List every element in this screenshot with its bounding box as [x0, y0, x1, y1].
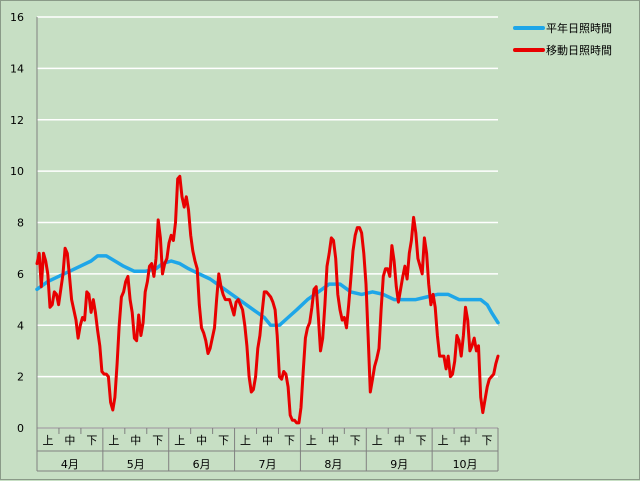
- decade-label: 中: [64, 434, 75, 447]
- decade-label: 上: [438, 434, 449, 447]
- y-tick-label: 6: [17, 268, 24, 281]
- series-line-1: [35, 174, 500, 425]
- y-tick-label: 16: [10, 11, 24, 24]
- month-label: 5月: [127, 458, 145, 471]
- y-tick-label: 4: [17, 319, 24, 332]
- decade-label: 下: [86, 434, 97, 447]
- decade-label: 中: [130, 434, 141, 447]
- decade-label: 下: [152, 434, 163, 447]
- month-label: 9月: [390, 458, 408, 471]
- decade-label: 中: [262, 434, 273, 447]
- decade-label: 上: [306, 434, 317, 447]
- y-tick-label: 12: [10, 114, 24, 127]
- decade-label: 下: [218, 434, 229, 447]
- series-line-0: [35, 254, 500, 328]
- decade-label: 上: [240, 434, 251, 447]
- decade-label: 下: [482, 434, 493, 447]
- decade-label: 上: [372, 434, 383, 447]
- decade-label: 上: [42, 434, 53, 447]
- x-axis: 上中下4月上中下5月上中下6月上中下7月上中下8月上中下9月上中下10月: [36, 427, 499, 472]
- decade-label: 下: [416, 434, 427, 447]
- decade-label: 中: [328, 434, 339, 447]
- month-label: 8月: [324, 458, 342, 471]
- month-label: 6月: [193, 458, 211, 471]
- decade-label: 中: [394, 434, 405, 447]
- legend-label-0: 平年日照時間: [546, 21, 612, 35]
- decade-label: 下: [284, 434, 295, 447]
- month-label: 7月: [259, 458, 277, 471]
- y-tick-label: 8: [17, 217, 24, 230]
- y-tick-label: 14: [10, 62, 24, 75]
- decade-label: 中: [460, 434, 471, 447]
- decade-label: 上: [108, 434, 119, 447]
- decade-label: 上: [174, 434, 185, 447]
- series-lines: [35, 174, 500, 425]
- y-tick-label: 0: [17, 422, 24, 435]
- gridlines: [36, 16, 498, 429]
- y-tick-label: 2: [17, 371, 24, 384]
- legend-label-1: 移動日照時間: [546, 43, 612, 57]
- y-tick-label: 10: [10, 165, 24, 178]
- month-label: 10月: [453, 458, 478, 471]
- decade-label: 下: [350, 434, 361, 447]
- decade-label: 中: [196, 434, 207, 447]
- month-label: 4月: [61, 458, 79, 471]
- y-tick-labels: 0 2 4 6 8 10 12 14 16: [10, 11, 24, 435]
